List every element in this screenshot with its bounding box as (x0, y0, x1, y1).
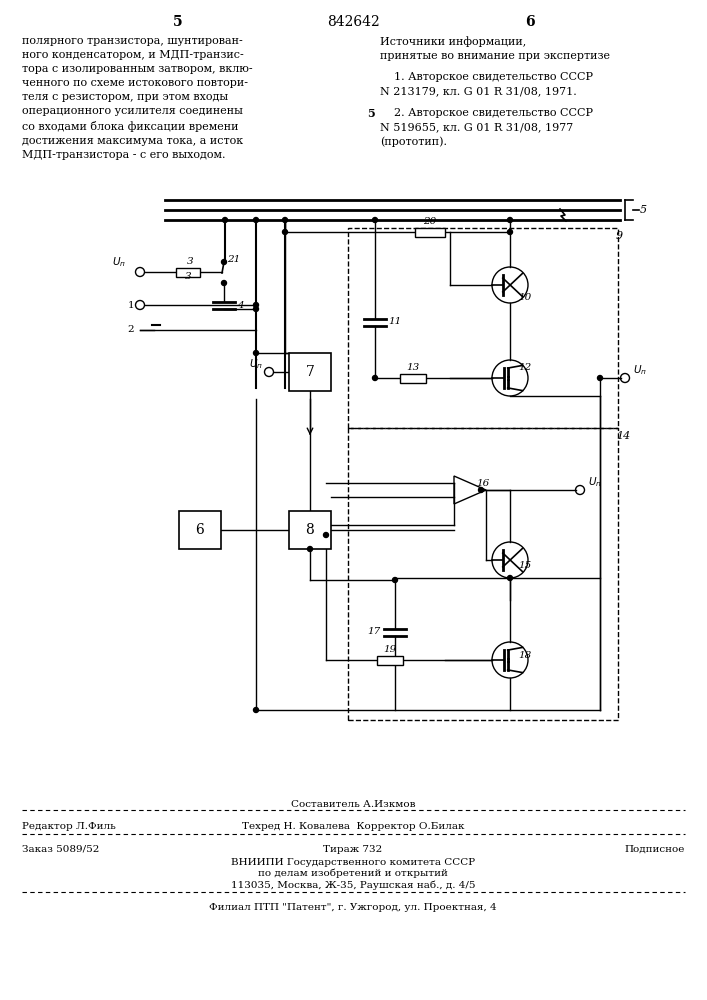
Text: по делам изобретений и открытий: по делам изобретений и открытий (258, 869, 448, 879)
Text: 16: 16 (476, 480, 489, 488)
Text: Источники информации,
принятые во внимание при экспертизе: Источники информации, принятые во вниман… (380, 36, 610, 61)
Circle shape (508, 218, 513, 223)
Text: $U_п$: $U_п$ (633, 363, 647, 377)
Text: 6: 6 (525, 15, 534, 29)
Text: 9: 9 (616, 231, 623, 241)
Text: 17: 17 (368, 628, 381, 637)
Text: Редактор Л.Филь: Редактор Л.Филь (22, 822, 116, 831)
Bar (348, 228, 618, 428)
Circle shape (221, 280, 226, 286)
Bar (289, 353, 331, 391)
Bar (415, 228, 445, 236)
Circle shape (373, 218, 378, 223)
Bar (348, 428, 618, 720)
Text: 12: 12 (518, 363, 531, 372)
Circle shape (283, 230, 288, 234)
Text: 1. Авторское свидетельство СССР
N 213179, кл. G 01 R 31/08, 1971.: 1. Авторское свидетельство СССР N 213179… (380, 72, 593, 96)
Bar (289, 511, 331, 549)
Text: 11: 11 (388, 318, 402, 326)
Text: $U_п$: $U_п$ (249, 357, 263, 371)
Circle shape (254, 351, 259, 356)
Circle shape (254, 218, 259, 223)
Circle shape (283, 218, 288, 223)
Bar (176, 267, 200, 276)
Text: $U_п$: $U_п$ (112, 255, 126, 269)
Text: 2: 2 (127, 326, 134, 334)
Text: $U_п$: $U_п$ (588, 475, 602, 489)
Circle shape (479, 488, 484, 492)
Circle shape (221, 259, 226, 264)
Circle shape (508, 576, 513, 580)
Text: 4: 4 (237, 300, 244, 310)
Text: ВНИИПИ Государственного комитета СССР: ВНИИПИ Государственного комитета СССР (231, 858, 475, 867)
Text: 5: 5 (367, 108, 375, 119)
Text: 2. Авторское свидетельство СССР
N 519655, кл. G 01 R 31/08, 1977
(прототип).: 2. Авторское свидетельство СССР N 519655… (380, 108, 593, 147)
Text: 18: 18 (518, 650, 531, 660)
Text: 14: 14 (616, 431, 630, 441)
Bar (400, 373, 426, 382)
Text: полярного транзистора, шунтирован-
ного конденсатором, и МДП-транзис-
тора с изо: полярного транзистора, шунтирован- ного … (22, 36, 252, 159)
Text: Подписное: Подписное (624, 845, 685, 854)
Circle shape (254, 708, 259, 712)
Text: Филиал ПТП "Патент", г. Ужгород, ул. Проектная, 4: Филиал ПТП "Патент", г. Ужгород, ул. Про… (209, 903, 497, 912)
Text: 10: 10 (518, 292, 531, 302)
Text: 19: 19 (383, 646, 397, 654)
Text: 3: 3 (185, 272, 192, 281)
Text: 13: 13 (407, 363, 420, 372)
Circle shape (324, 532, 329, 538)
Text: 21: 21 (227, 254, 240, 263)
Text: Техред Н. Ковалева  Корректор О.Билак: Техред Н. Ковалева Корректор О.Билак (242, 822, 464, 831)
Circle shape (508, 230, 513, 234)
Text: 842642: 842642 (327, 15, 380, 29)
Bar (377, 656, 403, 664)
Text: Заказ 5089/52: Заказ 5089/52 (22, 845, 100, 854)
Text: Тираж 732: Тираж 732 (323, 845, 382, 854)
Text: 1: 1 (127, 300, 134, 310)
Text: Составитель А.Изкмов: Составитель А.Изкмов (291, 800, 415, 809)
Text: 20: 20 (423, 218, 437, 227)
Circle shape (597, 375, 602, 380)
Circle shape (254, 306, 259, 312)
Circle shape (254, 302, 259, 308)
Text: 3: 3 (187, 257, 193, 266)
Text: 5: 5 (640, 205, 647, 215)
Bar (179, 511, 221, 549)
Text: 5: 5 (173, 15, 183, 29)
Text: 8: 8 (305, 523, 315, 537)
Text: 7: 7 (305, 365, 315, 379)
Text: 15: 15 (518, 560, 531, 570)
Circle shape (373, 375, 378, 380)
Circle shape (223, 218, 228, 223)
Circle shape (392, 578, 397, 582)
Circle shape (308, 546, 312, 552)
Text: 6: 6 (196, 523, 204, 537)
Text: 113035, Москва, Ж-35, Раушская наб., д. 4/5: 113035, Москва, Ж-35, Раушская наб., д. … (230, 880, 475, 890)
